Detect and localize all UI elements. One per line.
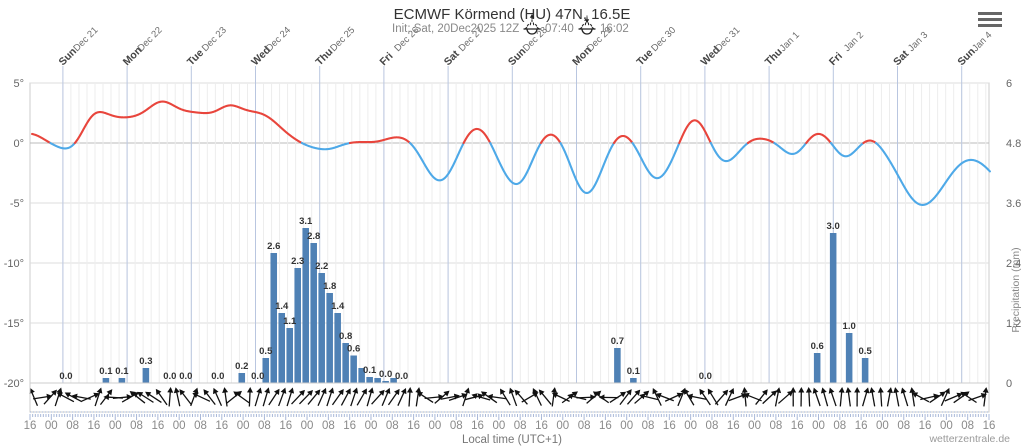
svg-text:16:02: 16:02 — [600, 23, 629, 35]
svg-text:-5°: -5° — [10, 198, 24, 210]
svg-text:3.1: 3.1 — [299, 216, 313, 227]
svg-text:4.8: 4.8 — [1006, 138, 1021, 150]
svg-text:00: 00 — [556, 420, 569, 432]
svg-text:0.1: 0.1 — [99, 366, 113, 377]
svg-text:Init: Sat, 20Dec2025 12Z: Init: Sat, 20Dec2025 12Z — [392, 23, 519, 35]
svg-text:ECMWF Körmend (HU) 47N, 16.5E: ECMWF Körmend (HU) 47N, 16.5E — [394, 6, 631, 23]
svg-text:0.1: 0.1 — [627, 366, 641, 377]
svg-text:00: 00 — [940, 420, 953, 432]
svg-text:0°: 0° — [13, 138, 24, 150]
svg-text:0.6: 0.6 — [347, 344, 360, 355]
svg-text:08: 08 — [706, 420, 719, 432]
svg-text:0.0: 0.0 — [251, 371, 264, 382]
svg-text:08: 08 — [642, 420, 655, 432]
svg-text:16: 16 — [919, 420, 932, 432]
svg-text:0.0: 0.0 — [699, 371, 712, 382]
svg-text:08: 08 — [450, 420, 463, 432]
svg-text:1.1: 1.1 — [283, 316, 297, 327]
svg-text:0.0: 0.0 — [179, 371, 192, 382]
svg-text:16: 16 — [663, 420, 676, 432]
svg-text:1.8: 1.8 — [323, 281, 336, 292]
svg-text:16: 16 — [24, 420, 37, 432]
svg-text:16: 16 — [215, 420, 228, 432]
svg-text:00: 00 — [429, 420, 442, 432]
svg-text:-20°: -20° — [4, 378, 24, 390]
svg-text:6: 6 — [1006, 78, 1012, 90]
svg-text:-10°: -10° — [4, 258, 24, 270]
svg-text:0.6: 0.6 — [811, 341, 824, 352]
svg-text:0.0: 0.0 — [59, 371, 72, 382]
svg-text:00: 00 — [173, 420, 186, 432]
svg-text:08: 08 — [578, 420, 591, 432]
svg-text:16: 16 — [855, 420, 868, 432]
svg-text:2.3: 2.3 — [291, 256, 304, 267]
svg-text:2.8: 2.8 — [307, 231, 320, 242]
svg-text:3.0: 3.0 — [827, 221, 840, 232]
svg-text:08: 08 — [258, 420, 271, 432]
svg-text:00: 00 — [301, 420, 314, 432]
svg-text:Local time (UTC+1): Local time (UTC+1) — [462, 434, 562, 446]
svg-text:16: 16 — [471, 420, 484, 432]
svg-text:0.5: 0.5 — [859, 346, 873, 357]
svg-text:08: 08 — [897, 420, 910, 432]
svg-text:16: 16 — [279, 420, 292, 432]
svg-text:wetterzentrale.de: wetterzentrale.de — [928, 433, 1010, 445]
svg-text:08: 08 — [194, 420, 207, 432]
svg-text:08: 08 — [386, 420, 399, 432]
svg-text:1.4: 1.4 — [331, 301, 345, 312]
svg-text:16: 16 — [535, 420, 548, 432]
svg-text:1.0: 1.0 — [843, 321, 856, 332]
svg-text:00: 00 — [45, 420, 58, 432]
svg-text:0.7: 0.7 — [611, 336, 624, 347]
svg-text:Precipitation (mm): Precipitation (mm) — [1010, 247, 1022, 332]
svg-text:08: 08 — [66, 420, 79, 432]
svg-text:0.0: 0.0 — [379, 369, 392, 380]
svg-text:0.0: 0.0 — [163, 371, 176, 382]
svg-text:00: 00 — [365, 420, 378, 432]
svg-text:08: 08 — [769, 420, 782, 432]
svg-text:0: 0 — [1006, 378, 1012, 390]
svg-text:08: 08 — [130, 420, 143, 432]
svg-text:16: 16 — [88, 420, 101, 432]
svg-text:00: 00 — [237, 420, 250, 432]
svg-text:00: 00 — [812, 420, 825, 432]
svg-text:0.0: 0.0 — [395, 371, 408, 382]
svg-text:00: 00 — [620, 420, 633, 432]
svg-text:00: 00 — [748, 420, 761, 432]
svg-text:0.1: 0.1 — [363, 365, 377, 376]
svg-text:2.6: 2.6 — [267, 241, 280, 252]
svg-text:00: 00 — [684, 420, 697, 432]
svg-text:3.6: 3.6 — [1006, 198, 1021, 210]
svg-text:16: 16 — [599, 420, 612, 432]
svg-text:08: 08 — [961, 420, 974, 432]
svg-text:0.2: 0.2 — [235, 361, 248, 372]
svg-text:5°: 5° — [13, 78, 24, 90]
svg-text:0.8: 0.8 — [339, 331, 352, 342]
svg-text:16: 16 — [407, 420, 420, 432]
svg-text:16: 16 — [791, 420, 804, 432]
svg-text:16: 16 — [727, 420, 740, 432]
svg-text:16: 16 — [151, 420, 164, 432]
svg-text:08: 08 — [833, 420, 846, 432]
svg-text:0.5: 0.5 — [259, 346, 273, 357]
svg-text:0.0: 0.0 — [211, 371, 224, 382]
svg-text:16: 16 — [983, 420, 996, 432]
svg-text:1.4: 1.4 — [275, 301, 289, 312]
svg-text:0.1: 0.1 — [115, 366, 129, 377]
svg-text:00: 00 — [492, 420, 505, 432]
svg-text:-15°: -15° — [4, 318, 24, 330]
svg-text:00: 00 — [876, 420, 889, 432]
svg-text:08: 08 — [322, 420, 335, 432]
svg-text:16: 16 — [343, 420, 356, 432]
svg-text:08: 08 — [514, 420, 527, 432]
svg-text:0.3: 0.3 — [139, 356, 152, 367]
svg-text:2.2: 2.2 — [315, 261, 328, 272]
svg-text:00: 00 — [109, 420, 122, 432]
svg-text:07:40: 07:40 — [545, 23, 574, 35]
